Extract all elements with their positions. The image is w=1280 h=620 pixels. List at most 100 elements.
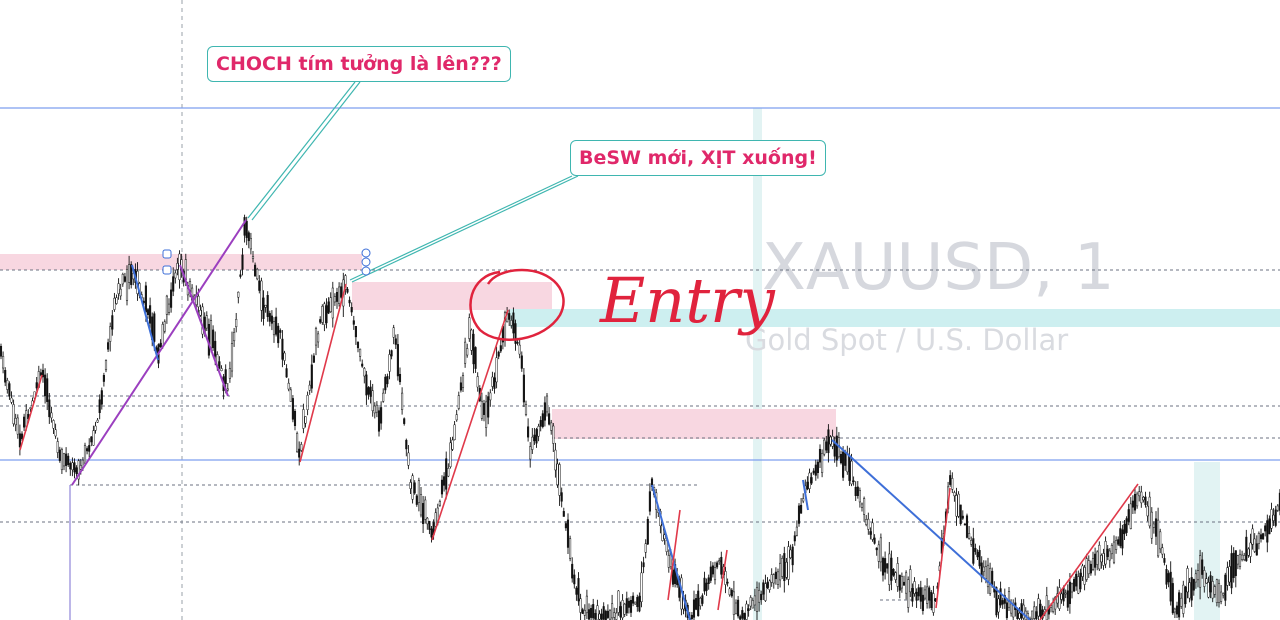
candle-body: [233, 331, 236, 342]
candle-body: [709, 566, 712, 581]
candle-body: [443, 476, 446, 486]
candle-body: [1268, 518, 1271, 535]
candle-body: [600, 613, 603, 620]
trend-line-red: [935, 487, 951, 609]
candle-body: [743, 613, 746, 620]
entry-annotation: Entry: [469, 264, 776, 342]
candle-body: [119, 288, 122, 297]
candle-body: [911, 588, 914, 602]
trend-line-blue: [831, 439, 1031, 620]
handle[interactable]: [361, 257, 371, 267]
candle-body: [1127, 509, 1130, 522]
candle-body: [1270, 509, 1273, 529]
candle-body: [627, 600, 630, 608]
handle[interactable]: [162, 265, 172, 275]
callout-choch[interactable]: CHOCH tím tưởng là lên???: [207, 46, 511, 82]
candle-body: [317, 333, 320, 343]
handle[interactable]: [361, 266, 371, 276]
candle-body: [75, 467, 78, 475]
candle-body: [314, 328, 318, 346]
candle-body: [482, 403, 486, 415]
candle-body: [1075, 573, 1078, 587]
candle-body: [625, 598, 628, 614]
trend-line-purple: [71, 219, 247, 486]
candle-body: [1161, 547, 1164, 555]
candle-body: [829, 436, 832, 445]
candle-body: [1196, 570, 1200, 581]
candle-body: [321, 306, 324, 323]
candle-body: [1180, 597, 1183, 607]
candle-body: [398, 374, 402, 383]
candle-body: [642, 562, 645, 568]
candle-body: [205, 315, 208, 329]
candle-body: [14, 417, 17, 426]
candle-body: [1146, 505, 1149, 517]
candle-body: [474, 347, 477, 369]
candle-body: [226, 388, 229, 391]
candle-body: [879, 537, 882, 563]
candle-body: [279, 330, 282, 333]
candle-body: [1058, 587, 1061, 609]
candle-body: [1110, 545, 1113, 555]
candle-body: [640, 572, 643, 602]
candle-body: [1182, 584, 1185, 614]
candle-body: [373, 405, 376, 414]
zone-entry: [510, 309, 1280, 327]
candle-body: [575, 587, 578, 595]
candle-body: [1209, 575, 1212, 593]
candle-body: [755, 587, 759, 612]
candle-body: [1175, 605, 1179, 615]
candle-body: [556, 463, 559, 485]
candle-body: [583, 610, 586, 616]
candle-body: [109, 326, 112, 342]
candle-body: [375, 404, 378, 413]
candle-body: [117, 283, 120, 294]
candle-body: [264, 304, 267, 308]
candle-body: [130, 264, 133, 285]
handle[interactable]: [361, 248, 371, 258]
trend-line-red: [667, 509, 681, 601]
candle-body: [984, 566, 987, 579]
candle-body: [396, 344, 399, 377]
candle-body: [71, 462, 74, 471]
candle-body: [487, 396, 490, 418]
candle-body: [1236, 555, 1239, 565]
candle-body: [254, 264, 257, 277]
trend-line-purple: [179, 264, 229, 397]
candle-body: [220, 368, 223, 372]
candle-body: [965, 515, 969, 538]
trend-line-blue: [651, 484, 691, 620]
time-highlight-band: [753, 108, 762, 620]
candle-body: [1154, 518, 1158, 537]
candle-body: [325, 305, 328, 324]
candle-body: [1070, 583, 1074, 593]
candle-body: [1203, 570, 1206, 587]
candle-body: [1165, 569, 1168, 585]
selection-handles[interactable]: [162, 248, 371, 276]
candle-body: [346, 288, 349, 293]
candle-body: [499, 345, 502, 352]
candle-body: [392, 327, 395, 338]
candle-body: [329, 297, 332, 312]
handle[interactable]: [162, 249, 172, 259]
candle-body: [533, 434, 536, 442]
candle-body: [1201, 559, 1204, 575]
candle-body: [417, 480, 420, 503]
candle-body: [886, 563, 889, 569]
candle-body: [1194, 573, 1197, 583]
candle-body: [1108, 550, 1111, 561]
candle-body: [860, 503, 864, 508]
candle-body: [724, 571, 727, 585]
candle-body: [270, 315, 273, 324]
candle-body: [1022, 604, 1025, 619]
candle-body: [774, 571, 777, 580]
candle-body: [1215, 579, 1218, 603]
callout-besw[interactable]: BeSW mới, XỊT xuống!: [570, 140, 826, 176]
candle-body: [29, 407, 32, 409]
candle-body: [772, 574, 775, 584]
candle-body: [770, 574, 773, 583]
candle-body: [632, 595, 635, 604]
candle-body: [699, 598, 702, 607]
candle-body: [707, 577, 710, 584]
